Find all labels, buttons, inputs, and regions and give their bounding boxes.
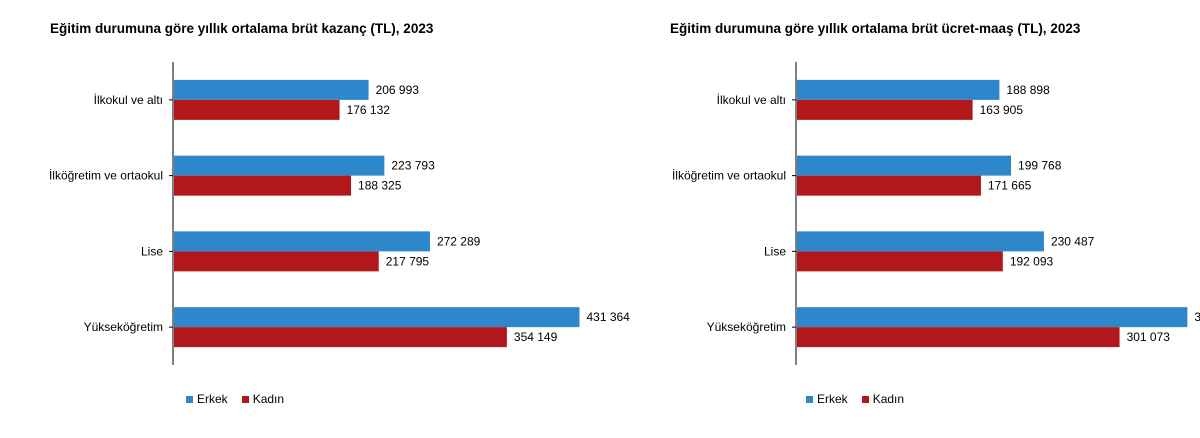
category-label: Lise [141, 244, 163, 258]
chart-panel-wages: Eğitim durumuna göre yıllık ortalama brü… [600, 0, 1200, 438]
data-label-kadin: 171 665 [988, 179, 1032, 193]
category-label: Lise [764, 244, 786, 258]
bar-erkek [797, 79, 1000, 100]
category-label: İlkokul ve altı [717, 93, 786, 107]
legend-swatch-erkek [186, 395, 193, 403]
data-label-kadin: 301 073 [1127, 330, 1171, 344]
category-label: İlköğretim ve ortaokul [49, 169, 163, 183]
bar-erkek [797, 307, 1188, 328]
legend-label-erkek: Erkek [817, 392, 848, 406]
bar-erkek [174, 79, 369, 100]
category-label: İlköğretim ve ortaokul [672, 169, 786, 183]
bar-kadin [174, 175, 352, 196]
legend-item-erkek: Erkek [186, 392, 228, 406]
chart-legend: Erkek Kadın [186, 392, 284, 406]
category-label: İlkokul ve altı [94, 93, 163, 107]
bar-kadin [797, 327, 1120, 348]
legend-label-kadin: Kadın [252, 392, 285, 406]
legend-item-kadin: Kadın [241, 392, 285, 406]
bar-chart-wages: İlkokul ve altı 188 898 163 905 İlköğretim … [672, 62, 1200, 365]
data-label-kadin: 163 905 [980, 103, 1024, 117]
data-label-kadin: 192 093 [1010, 254, 1054, 268]
data-label-kadin: 176 132 [347, 103, 391, 117]
legend-swatch-erkek [806, 395, 813, 403]
bar-kadin [174, 99, 340, 120]
bar-kadin [797, 99, 973, 120]
bar-erkek [174, 231, 430, 252]
data-label-kadin: 217 795 [386, 254, 430, 268]
bar-erkek [797, 155, 1012, 176]
legend-label-erkek: Erkek [197, 392, 228, 406]
data-label-kadin: 354 149 [514, 330, 558, 344]
chart-title: Eğitim durumuna göre yıllık ortalama brü… [670, 21, 1081, 36]
legend-swatch-kadin [861, 395, 869, 403]
bar-chart-earnings: İlkokul ve altı 206 993 176 132 İlköğretim … [49, 62, 630, 365]
chart-legend: Erkek Kadın [806, 392, 904, 406]
data-label-erkek: 431 364 [586, 310, 630, 324]
chart-panel-earnings: Eğitim durumuna göre yıllık ortalama brü… [49, 21, 630, 406]
bar-kadin [797, 175, 981, 196]
data-label-erkek: 272 289 [437, 234, 481, 248]
data-label-erkek: 199 768 [1018, 159, 1062, 173]
data-label-erkek: 188 898 [1006, 83, 1050, 97]
legend-item-kadin: Kadın [861, 392, 905, 406]
category-label: Yükseköğretim [707, 320, 786, 334]
bar-erkek [174, 155, 385, 176]
bar-erkek [174, 307, 580, 328]
data-label-erkek: 206 993 [376, 83, 420, 97]
bar-kadin [174, 251, 379, 272]
legend-item-erkek: Erkek [806, 392, 848, 406]
bar-kadin [174, 327, 507, 348]
data-label-erkek: 230 487 [1051, 234, 1095, 248]
data-label-kadin: 188 325 [358, 179, 402, 193]
data-label-erkek: 364 370 [1194, 310, 1200, 324]
chart-title: Eğitim durumuna göre yıllık ortalama brü… [50, 21, 434, 36]
legend-swatch-kadin [241, 395, 249, 403]
category-label: Yükseköğretim [84, 320, 163, 334]
bar-kadin [797, 251, 1003, 272]
data-label-erkek: 223 793 [391, 159, 435, 173]
legend-label-kadin: Kadın [872, 392, 905, 406]
bar-erkek [797, 231, 1044, 252]
